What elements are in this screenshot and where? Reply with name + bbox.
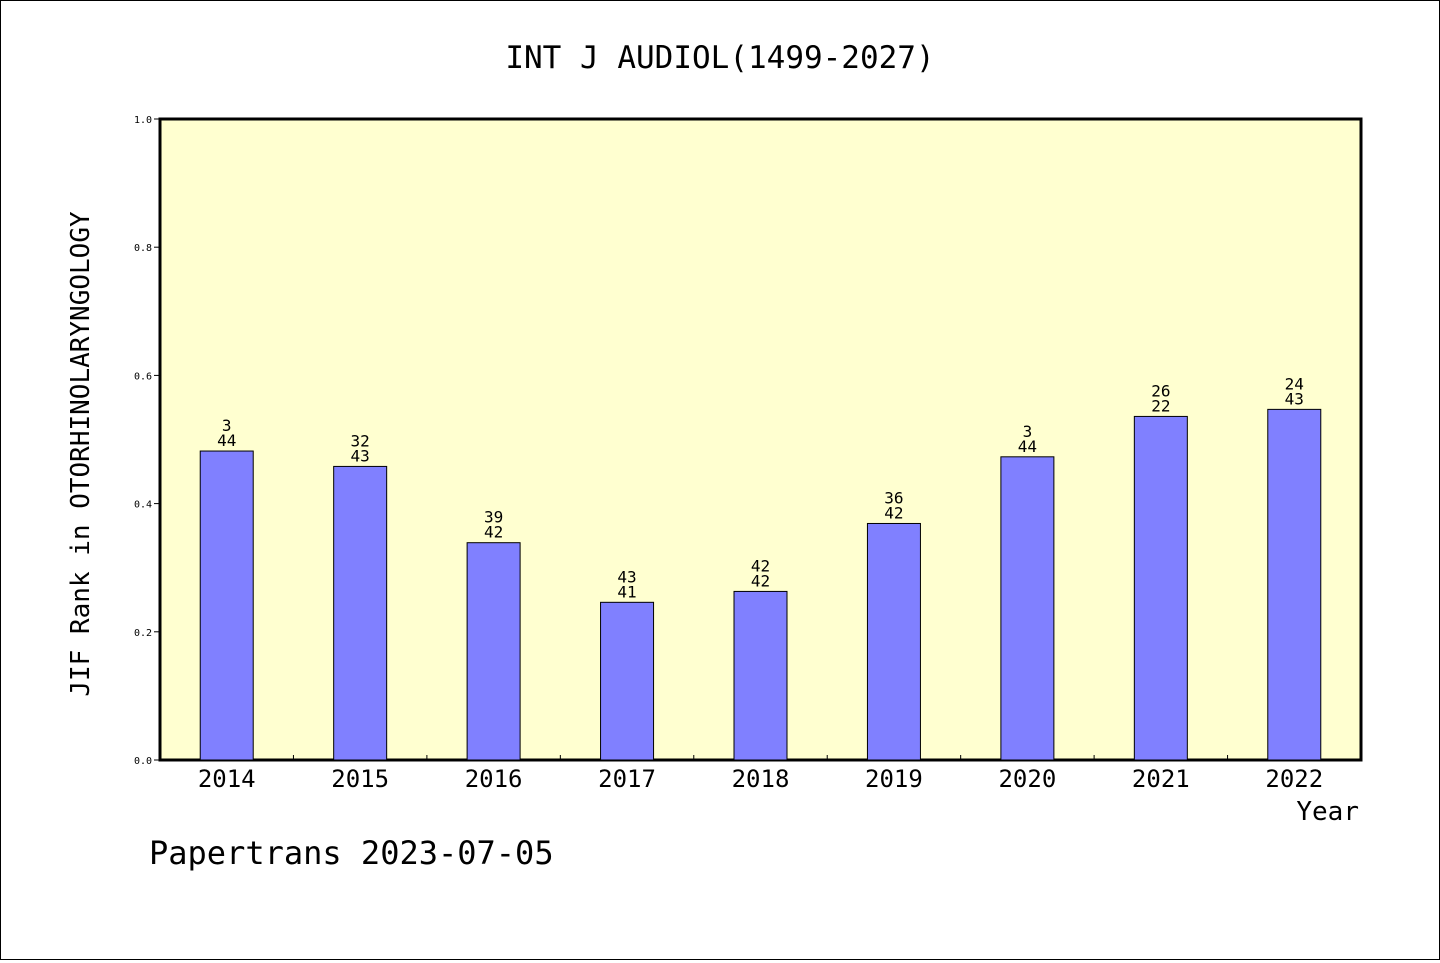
x-axis-label: Year: [1296, 797, 1359, 827]
x-tick-label: 2022: [1265, 765, 1323, 793]
x-tick-label: 2017: [598, 765, 656, 793]
bar-label-total: 41: [617, 582, 636, 601]
bar-label-total: 43: [351, 446, 370, 465]
chart-title: INT J AUDIOL(1499-2027): [505, 40, 934, 76]
bar: [333, 465, 388, 761]
bar: [199, 450, 254, 761]
footer-credit: Papertrans 2023-07-05: [149, 834, 554, 872]
x-tick-label: 2020: [998, 765, 1056, 793]
bar-label-total: 42: [484, 523, 503, 542]
bar-label-rank: 39: [484, 508, 503, 527]
x-tick-label: 2019: [865, 765, 923, 793]
y-tick-label: 0.6: [134, 371, 152, 382]
x-tick-label: 2018: [732, 765, 790, 793]
bars: [199, 408, 1322, 761]
y-tick-label: 0.0: [134, 756, 152, 767]
bar-label-total: 44: [1018, 437, 1037, 456]
bar-label-rank: 32: [351, 431, 370, 450]
bar-label-total: 42: [884, 503, 903, 522]
bar: [1000, 456, 1055, 761]
bar-label-total: 42: [751, 571, 770, 590]
bar: [1133, 415, 1188, 761]
bar: [600, 601, 655, 761]
bar: [466, 542, 521, 761]
bar-label-total: 44: [217, 431, 236, 450]
bar-label-rank: 42: [751, 556, 770, 575]
bar: [1267, 408, 1322, 761]
bar-label-rank: 26: [1151, 381, 1170, 400]
y-tick-label: 0.4: [134, 500, 152, 511]
bar-label-rank: 24: [1285, 374, 1304, 393]
y-tick-label: 0.8: [134, 243, 152, 254]
x-tick-label: 2021: [1132, 765, 1190, 793]
bar-label-total: 43: [1285, 389, 1304, 408]
x-tick-label: 2014: [198, 765, 256, 793]
y-axis: 0.0 0.2 0.4 0.6 0.8 1.0: [134, 115, 160, 767]
bar-label-rank: 3: [1023, 422, 1033, 441]
bar-label-rank: 36: [884, 488, 903, 507]
x-tick-label: 2016: [465, 765, 523, 793]
y-axis-label: JIF Rank in OTORHINOLARYNGOLOGY: [66, 211, 96, 697]
bar: [733, 590, 788, 761]
y-tick-label: 1.0: [134, 115, 152, 126]
x-tick-label: 2015: [331, 765, 389, 793]
bar-label-total: 22: [1151, 396, 1170, 415]
y-tick-label: 0.2: [134, 628, 152, 639]
bar-label-rank: 3: [222, 416, 232, 435]
x-axis: 2014 2015 2016 2017 2018 2019 2020 2021 2022: [198, 755, 1323, 793]
bar-label-rank: 43: [617, 567, 636, 586]
bar: [866, 522, 921, 761]
